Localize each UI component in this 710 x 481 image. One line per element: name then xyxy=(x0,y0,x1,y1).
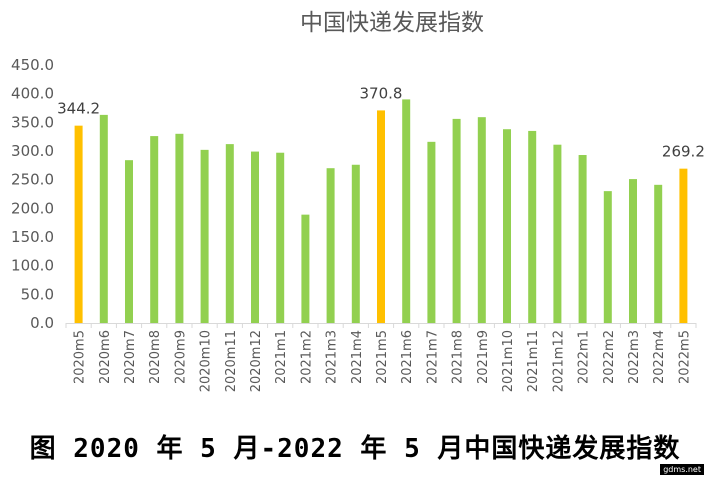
bar-2022m2 xyxy=(603,191,612,323)
bar-2020m9 xyxy=(175,133,184,323)
x-axis: 2020m5 2020m6 2020m7 2020m8 2020m9 2020m10 202… xyxy=(65,323,697,392)
bar-2021m1 xyxy=(276,152,285,323)
x-tick-label: 2021m6 xyxy=(400,330,415,384)
chart-title: 中国快递发展指数 xyxy=(300,10,484,36)
watermark: gdms.net xyxy=(660,464,704,475)
y-tick-label: 350.0 xyxy=(11,113,54,131)
y-axis: 0.0 50.0 100.0 150.0 200.0 250.0 300.0 350.0 400… xyxy=(11,56,54,332)
bar-2021m11 xyxy=(528,130,537,323)
x-tick-label: 2021m9 xyxy=(476,330,491,384)
bar-2022m4 xyxy=(654,184,663,323)
x-tick-label: 2020m8 xyxy=(148,330,163,384)
figure-caption: 图 2020 年 5 月-2022 年 5 月中国快递发展指数 xyxy=(29,434,681,464)
x-tick-label: 2022m1 xyxy=(577,330,592,384)
x-tick-label: 2022m2 xyxy=(602,330,617,384)
bar-2021m9 xyxy=(477,117,486,323)
data-label-2022m5: 269.2 xyxy=(662,143,705,161)
x-tick-label: 2020m11 xyxy=(224,330,239,392)
x-tick-label: 2020m12 xyxy=(249,330,264,392)
y-tick-label: 100.0 xyxy=(11,257,54,275)
bar-2020m6 xyxy=(99,114,108,323)
y-tick-label: 150.0 xyxy=(11,228,54,246)
bar-series xyxy=(74,99,688,324)
bar-2021m8 xyxy=(452,118,461,323)
data-label-2020m5: 344.2 xyxy=(57,100,100,118)
x-tick-label: 2021m12 xyxy=(551,330,566,392)
x-tick-label: 2020m10 xyxy=(199,330,214,392)
bar-2020m11 xyxy=(225,144,234,323)
data-labels: 344.2 370.8 269.2 xyxy=(57,84,705,160)
y-tick-label: 200.0 xyxy=(11,199,54,217)
x-tick-label: 2021m4 xyxy=(350,330,365,384)
bar-2021m7 xyxy=(427,141,436,323)
x-tick-label: 2022m5 xyxy=(677,330,692,384)
bar-2020m10 xyxy=(200,149,209,323)
y-tick-label: 450.0 xyxy=(11,56,54,74)
bar-2021m4 xyxy=(351,164,360,323)
bar-2020m5 xyxy=(74,125,83,324)
x-tick-label: 2021m1 xyxy=(274,330,289,384)
x-tick-label: 2021m11 xyxy=(526,330,541,392)
x-tick-label: 2020m6 xyxy=(98,330,113,384)
x-tick-label: 2021m7 xyxy=(425,330,440,384)
bar-2021m6 xyxy=(402,99,411,324)
x-tick-label: 2022m4 xyxy=(652,330,667,384)
y-tick-label: 50.0 xyxy=(21,285,54,303)
x-tick-label: 2020m9 xyxy=(173,330,188,384)
x-tick-label: 2021m3 xyxy=(325,330,340,384)
x-tick-label: 2020m7 xyxy=(123,330,138,384)
x-tick-label: 2020m5 xyxy=(73,330,88,384)
x-tick-label: 2021m10 xyxy=(501,330,516,392)
y-tick-label: 300.0 xyxy=(11,142,54,160)
bar-2021m3 xyxy=(326,168,335,323)
bar-2021m10 xyxy=(503,129,511,323)
x-tick-label: 2021m8 xyxy=(451,330,466,384)
bar-2021m2 xyxy=(301,214,310,323)
bar-2021m12 xyxy=(553,144,562,323)
bar-2022m3 xyxy=(629,179,637,323)
data-label-2021m5: 370.8 xyxy=(360,84,403,102)
chart: 中国快递发展指数 0.0 50.0 100.0 150.0 200.0 250.0 300.… xyxy=(11,10,705,392)
y-tick-label: 400.0 xyxy=(11,85,54,103)
x-tick-label: 2021m2 xyxy=(299,330,314,384)
y-tick-label: 250.0 xyxy=(11,171,54,189)
x-tick-label: 2022m3 xyxy=(627,330,642,384)
bar-2022m5 xyxy=(679,168,688,323)
bar-2022m1 xyxy=(578,155,587,323)
bar-2020m8 xyxy=(150,136,159,323)
x-tick-label: 2021m5 xyxy=(375,330,390,384)
bar-2020m7 xyxy=(125,160,133,323)
bar-2020m12 xyxy=(251,151,259,323)
y-tick-label: 0.0 xyxy=(30,314,54,332)
bar-2021m5 xyxy=(377,110,385,324)
